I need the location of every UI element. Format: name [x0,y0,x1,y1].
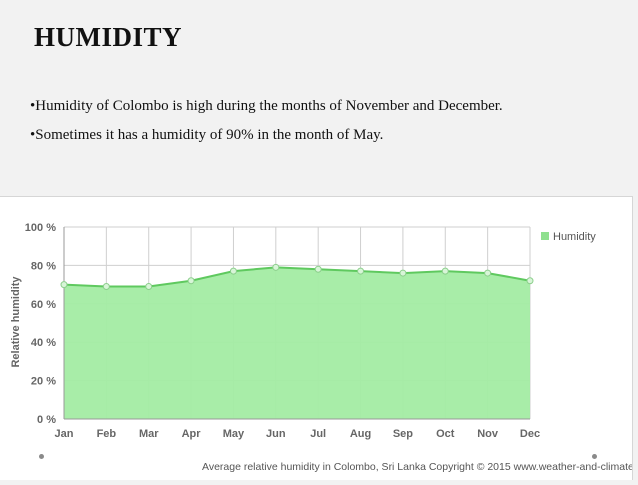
data-point [357,267,365,275]
slide-title: HUMIDITY [34,22,183,52]
x-tick-label: Jul [310,428,326,440]
legend-swatch [541,232,549,240]
data-point [187,277,195,285]
data-point [60,281,68,289]
y-tick-label: 100 % [25,222,56,234]
y-tick-label: 80 % [31,260,56,272]
data-point [229,267,237,275]
data-point [399,269,407,277]
y-tick-label: 0 % [37,414,56,426]
humidity-area [64,267,530,419]
x-tick-label: Nov [477,428,499,440]
x-tick-label: Feb [97,428,117,440]
y-tick-label: 20 % [31,376,56,388]
data-point [102,283,110,291]
x-tick-label: Mar [139,428,159,440]
data-point [314,265,322,273]
x-tick-label: Apr [182,428,202,440]
bullet-point: •Sometimes it has a humidity of 90% in t… [30,127,384,143]
x-tick-label: May [223,428,245,440]
y-axis-label: Relative humidity [10,276,22,368]
data-point [484,269,492,277]
x-tick-label: Oct [436,428,455,440]
bullet-point: •Humidity of Colombo is high during the … [30,98,503,114]
y-tick-label: 40 % [31,337,56,349]
data-point [272,263,280,271]
x-tick-label: Sep [393,428,413,440]
bullet-list: •Humidity of Colombo is high during the … [30,98,503,156]
x-tick-label: Aug [350,428,371,440]
legend-label: Humidity [553,231,596,243]
y-tick-label: 60 % [31,299,56,311]
slide-dot-left [39,454,44,459]
humidity-line [63,266,531,288]
data-point [526,277,534,285]
data-point [441,267,449,275]
chart-panel: 0 % 20 % 40 % 60 % 80 % 100 % Jan Feb Mar Apr May J… [0,196,638,480]
data-point [145,283,153,291]
chart-caption: Average relative humidity in Colombo, Sr… [202,461,632,473]
x-tick-label: Jan [55,428,74,440]
humidity-chart: 0 % 20 % 40 % 60 % 80 % 100 % Jan Feb Mar Apr May J… [10,222,638,473]
x-tick-label: Dec [520,428,540,440]
slide-dot-right [592,454,597,459]
x-tick-label: Jun [266,428,286,440]
